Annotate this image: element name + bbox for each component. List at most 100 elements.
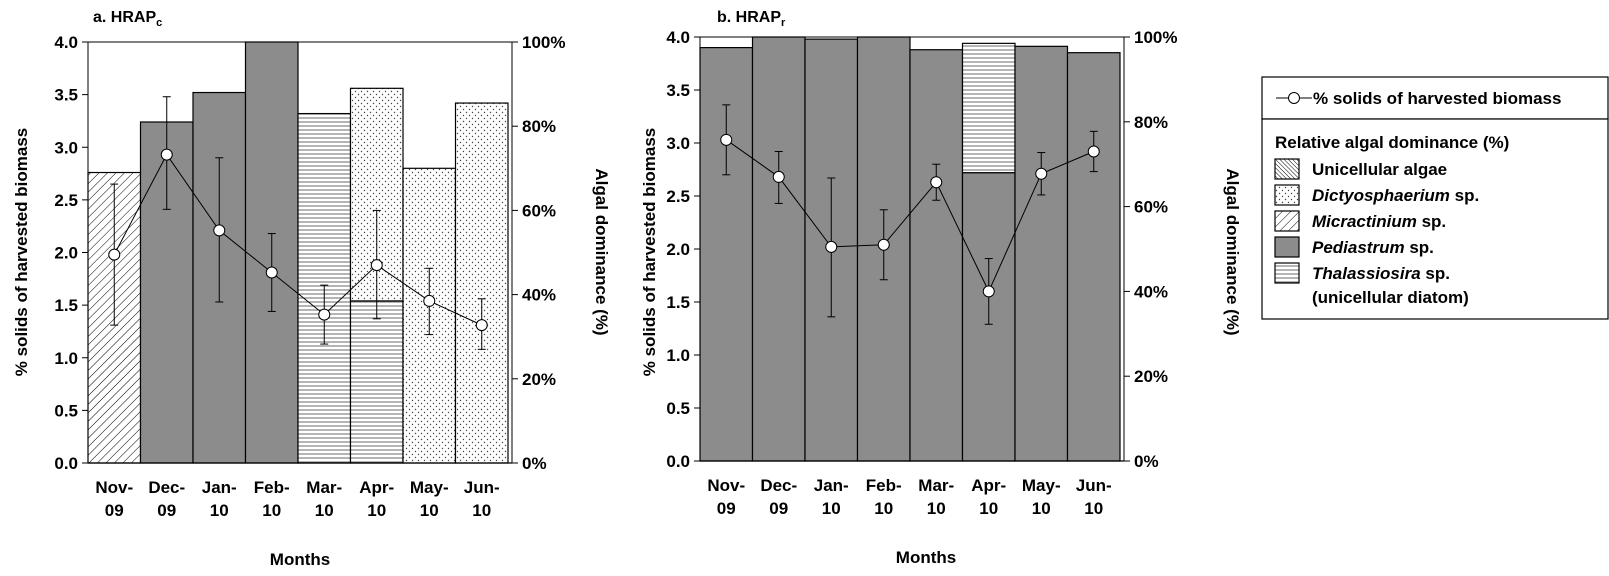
y2-tick-label: 0% bbox=[522, 454, 547, 473]
bar-dictyosphaerium bbox=[454, 102, 509, 464]
bar-pediastrum bbox=[909, 49, 964, 462]
x-tick-label: Nov- bbox=[95, 478, 133, 497]
panel-b-xlabel: Months bbox=[896, 548, 956, 567]
y-tick-label: 3.0 bbox=[54, 138, 78, 157]
x-tick-label-year: 10 bbox=[262, 501, 281, 520]
x-tick-label-year: 10 bbox=[420, 501, 439, 520]
panel-b-y2label: Algal dominance (%) bbox=[1223, 168, 1242, 335]
y2-tick-label: 100% bbox=[1134, 28, 1177, 47]
panel-a-ylabel: % solids of harvested biomass bbox=[12, 128, 31, 376]
y-tick-label: 1.5 bbox=[54, 296, 78, 315]
bar-thalassiosira bbox=[349, 300, 404, 464]
y2-tick-label: 80% bbox=[1134, 113, 1168, 132]
y-tick-label: 1.5 bbox=[666, 293, 690, 312]
panel-a-title: a. HRAPc bbox=[93, 9, 162, 29]
y2-tick-label: 40% bbox=[1134, 282, 1168, 301]
legend-label-dictyosphaerium: Dictyosphaerium sp. bbox=[1312, 186, 1479, 205]
x-tick-label-year: 09 bbox=[157, 501, 176, 520]
x-tick-label: May- bbox=[410, 478, 449, 497]
y2-tick-label: 40% bbox=[522, 286, 556, 305]
series-point bbox=[1087, 145, 1100, 158]
y-tick-label: 2.0 bbox=[54, 244, 78, 263]
y-tick-label: 0.0 bbox=[54, 454, 78, 473]
y-tick-label: 4.0 bbox=[666, 28, 690, 47]
x-tick-label-year: 10 bbox=[210, 501, 229, 520]
bar-dictyosphaerium bbox=[402, 167, 457, 464]
legend-heading: Relative algal dominance (%) bbox=[1275, 133, 1509, 152]
legend-items: Unicellular algae Dictyosphaerium sp. Micr… bbox=[1274, 158, 1479, 307]
panel-b-ylabel: % solids of harvested biomass bbox=[640, 128, 659, 376]
y-tick-label: 3.0 bbox=[666, 134, 690, 153]
legend: % solids of harvested biomass Relative a… bbox=[1261, 76, 1609, 320]
series-point bbox=[930, 176, 943, 189]
y-tick-label: 4.0 bbox=[54, 33, 78, 52]
x-tick-label-year: 10 bbox=[367, 501, 386, 520]
legend-swatch-thalassiosira bbox=[1274, 262, 1300, 284]
x-tick-label: Feb- bbox=[866, 476, 902, 495]
series-point bbox=[108, 248, 121, 261]
x-tick-label-year: 10 bbox=[315, 501, 334, 520]
y-tick-label: 0.5 bbox=[54, 401, 78, 420]
y2-tick-label: 60% bbox=[522, 201, 556, 220]
legend-line-marker bbox=[1288, 92, 1300, 104]
x-tick-label-year: 10 bbox=[927, 499, 946, 518]
legend-swatch-micractinium bbox=[1274, 210, 1300, 232]
bar-pediastrum bbox=[1066, 52, 1121, 462]
y-tick-label: 2.0 bbox=[666, 240, 690, 259]
panel-a-plot: 0.0 0.5 1.0 1.5 2.0 2.5 3.0 3.5 4.0 0% 20% 40% 60% 80… bbox=[54, 33, 565, 520]
y-tick-label: 1.0 bbox=[54, 349, 78, 368]
x-tick-label: Mar- bbox=[306, 478, 342, 497]
bar-thalassiosira bbox=[961, 42, 1016, 174]
series-point bbox=[370, 259, 383, 272]
panel-a-y2label: Algal dominance (%) bbox=[592, 168, 611, 335]
x-tick-label: Nov- bbox=[707, 476, 745, 495]
x-tick-label: Dec- bbox=[760, 476, 797, 495]
x-tick-label: Dec- bbox=[148, 478, 185, 497]
legend-bottom-box bbox=[1261, 118, 1609, 320]
legend-swatch-unicellular bbox=[1274, 158, 1300, 180]
series-point bbox=[982, 285, 995, 298]
series-point bbox=[825, 240, 838, 253]
y-tick-label: 2.5 bbox=[54, 191, 78, 210]
legend-line-label: % solids of harvested biomass bbox=[1313, 89, 1561, 108]
legend-swatch-pediastrum bbox=[1274, 236, 1300, 258]
bar-pediastrum bbox=[1014, 45, 1069, 462]
series-point bbox=[423, 294, 436, 307]
series-point bbox=[475, 319, 488, 332]
legend-label-pediastrum: Pediastrum sp. bbox=[1312, 238, 1434, 257]
y-tick-label: 3.5 bbox=[54, 86, 78, 105]
y2-tick-label: 0% bbox=[1134, 452, 1159, 471]
series-point bbox=[160, 148, 173, 161]
x-tick-label-year: 09 bbox=[717, 499, 736, 518]
series-point bbox=[318, 308, 331, 321]
panel-b-title: b. HRAPr bbox=[717, 9, 786, 29]
series-point bbox=[877, 238, 890, 251]
y2-tick-label: 80% bbox=[522, 117, 556, 136]
x-tick-label-year: 10 bbox=[874, 499, 893, 518]
legend-label-micractinium: Micractinium sp. bbox=[1312, 212, 1446, 231]
x-tick-label-year: 10 bbox=[1084, 499, 1103, 518]
series-line bbox=[725, 139, 1094, 293]
x-tick-label: Jan- bbox=[202, 478, 237, 497]
series-point bbox=[1035, 167, 1048, 180]
y-tick-label: 0.0 bbox=[666, 452, 690, 471]
panel-b-plot: 0.0 0.5 1.0 1.5 2.0 2.5 3.0 3.5 4.0 0% 20% 40% 60% 80… bbox=[666, 28, 1177, 518]
x-tick-label-year: 10 bbox=[472, 501, 491, 520]
y-tick-label: 3.5 bbox=[666, 81, 690, 100]
y-tick-label: 1.0 bbox=[666, 346, 690, 365]
series-point bbox=[213, 224, 226, 237]
series-point bbox=[720, 133, 733, 146]
x-tick-label: Jun- bbox=[1076, 476, 1112, 495]
panel-a-xlabel: Months bbox=[270, 550, 330, 569]
legend-label-thalassiosira: Thalassiosira sp. bbox=[1312, 264, 1450, 283]
legend-top-box bbox=[1261, 76, 1609, 120]
x-tick-label-year: 10 bbox=[822, 499, 841, 518]
y2-tick-label: 20% bbox=[1134, 367, 1168, 386]
x-tick-label: Jun- bbox=[464, 478, 500, 497]
series-point bbox=[265, 266, 278, 279]
y-tick-label: 0.5 bbox=[666, 399, 690, 418]
y2-tick-label: 100% bbox=[522, 33, 565, 52]
y2-tick-label: 20% bbox=[522, 370, 556, 389]
